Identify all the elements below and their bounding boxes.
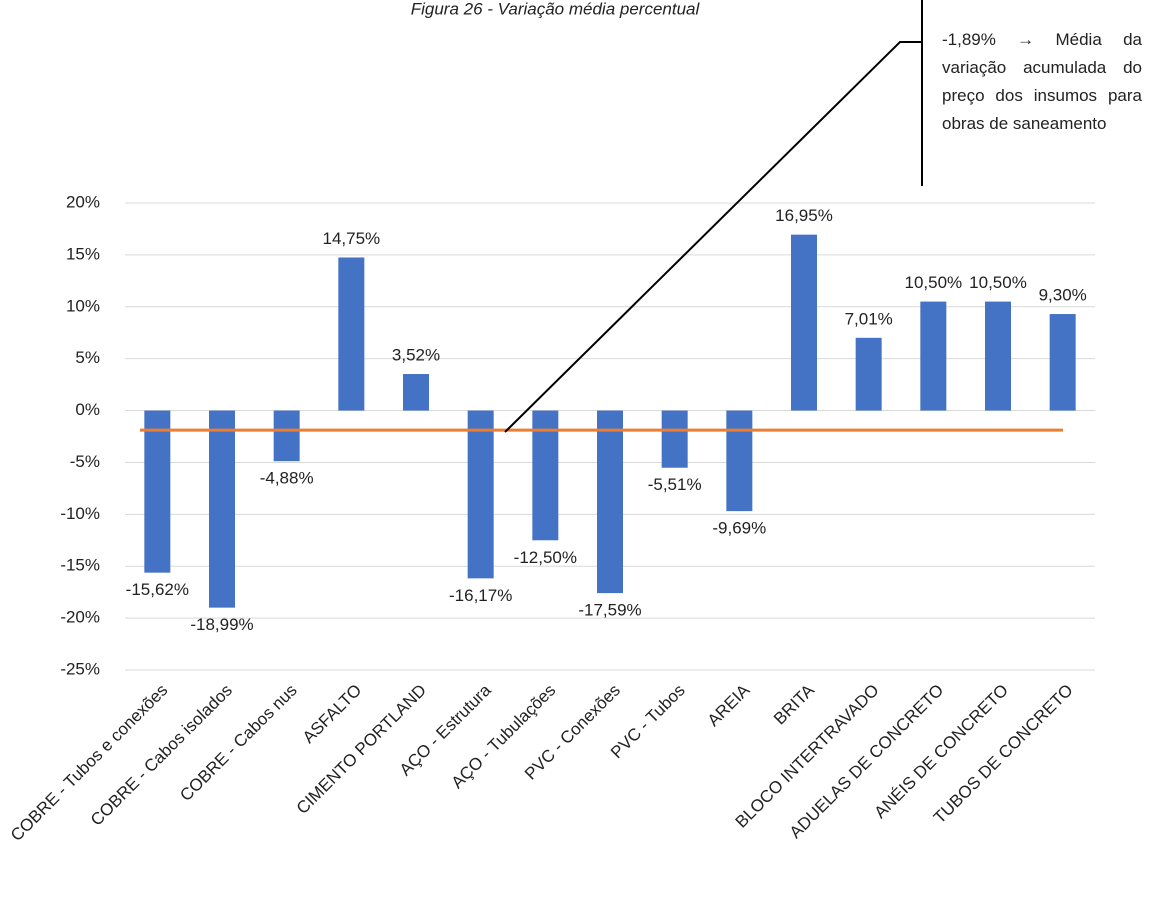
bar [597,410,623,594]
data-label: -4,88% [260,469,314,488]
data-label: 3,52% [392,346,440,365]
bar [273,410,300,462]
x-tick-label: ASFALTO [299,681,365,747]
bar [1049,314,1076,411]
y-tick-label: -20% [60,608,100,627]
bar [855,337,882,411]
data-label: -16,17% [449,586,512,605]
y-tick-label: 10% [66,296,100,315]
bar [791,234,817,411]
data-label: -15,62% [126,580,189,599]
chart-title: Figura 26 - Variação média percentual [411,0,701,18]
bar [209,410,235,608]
y-tick-label: 20% [66,192,100,211]
data-label: -9,69% [712,519,766,538]
bar [920,301,947,411]
annotation-leader [504,41,922,433]
y-tick-label: 15% [66,244,100,263]
bar [532,410,559,541]
bar [467,410,494,579]
data-label: -12,50% [514,548,577,567]
data-label: 10,50% [969,273,1027,292]
bar [338,257,365,411]
y-tick-label: 0% [75,400,100,419]
y-tick-label: -15% [60,556,100,575]
bar [144,410,171,573]
x-tick-label: COBRE - Cabos nus [176,681,300,805]
x-tick-label: CIMENTO PORTLAND [293,681,430,818]
bar [403,374,429,411]
x-tick-label: AREIA [704,680,754,730]
bar [985,301,1011,411]
data-label: -5,51% [648,475,702,494]
data-label: -18,99% [190,615,253,634]
data-label: 16,95% [775,206,833,225]
x-tick-label: BRITA [770,680,818,728]
y-tick-label: -25% [60,659,100,678]
data-label: -17,59% [578,601,641,620]
data-label: 14,75% [322,229,380,248]
data-label: 7,01% [845,309,893,328]
data-label: 10,50% [904,273,962,292]
y-tick-label: -10% [60,504,100,523]
bar [726,410,753,512]
data-label: 9,30% [1039,286,1087,305]
x-tick-label: ANÉIS DE CONCRETO [871,681,1012,822]
y-tick-label: 5% [75,348,100,367]
annotation: -1,89% → Média da variação acumulada do … [942,30,1142,133]
bar [661,410,688,468]
y-tick-label: -5% [70,452,100,471]
